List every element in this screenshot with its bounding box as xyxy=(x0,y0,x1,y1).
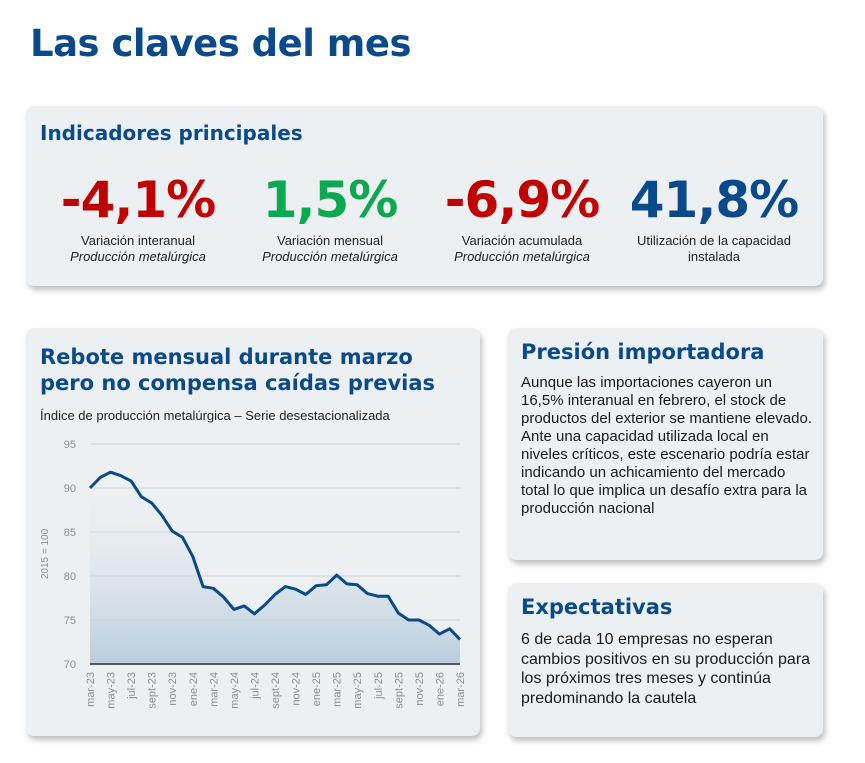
kpi-accumulated: -6,9% Variación acumulada Producción met… xyxy=(422,170,622,265)
x-tick-label: sept-23 xyxy=(147,672,159,709)
data-point xyxy=(397,611,400,614)
x-tick-label: sept-25 xyxy=(393,672,405,709)
data-point xyxy=(160,514,163,517)
data-point xyxy=(171,530,174,533)
x-tick-label: ene-26 xyxy=(434,672,446,706)
presion-title: Presión importadora xyxy=(521,340,765,364)
expectativas-body: 6 de cada 10 empresas no esperan cambios… xyxy=(521,631,811,707)
data-point xyxy=(202,585,205,588)
x-tick-label: mar-24 xyxy=(208,672,220,707)
x-tick-label: sept-24 xyxy=(270,672,282,709)
kpi-sublabel: Producción metalúrgica xyxy=(454,249,590,264)
page-title: Las claves del mes xyxy=(30,22,411,65)
data-point xyxy=(294,588,297,591)
y-tick-label: 95 xyxy=(64,439,76,451)
presion-importadora-card: Presión importadora Aunque las importaci… xyxy=(508,328,823,560)
kpi-capacity: 41,8% Utilización de la capacidad instal… xyxy=(614,170,814,265)
data-point xyxy=(222,596,225,599)
chart-title: Rebote mensual durante marzo pero no com… xyxy=(40,345,436,395)
data-point xyxy=(448,627,451,630)
data-point xyxy=(89,487,92,490)
y-tick-label: 80 xyxy=(64,571,76,583)
data-point xyxy=(212,587,215,590)
x-tick-label: mar-26 xyxy=(455,672,467,707)
kpi-interannual: -4,1% Variación interanual Producción me… xyxy=(38,170,238,265)
x-tick-label: ene-24 xyxy=(188,672,200,706)
data-point xyxy=(417,619,420,622)
expectativas-card: Expectativas 6 de cada 10 empresas no es… xyxy=(508,583,823,737)
data-point xyxy=(366,592,369,595)
area-fill xyxy=(90,472,460,664)
line-chart: 70 75 80 85 90 95 2015 = 100 mar-23 may-23 jul-23… xyxy=(40,439,467,709)
x-tick-label: may-25 xyxy=(352,672,364,709)
data-point xyxy=(130,479,133,482)
y-axis-title: 2015 = 100 xyxy=(40,528,51,579)
chart-subtitle: Índice de producción metalúrgica – Serie… xyxy=(40,408,390,423)
y-tick-label: 85 xyxy=(64,527,76,539)
data-point xyxy=(284,585,287,588)
data-point xyxy=(376,595,379,598)
data-point xyxy=(438,633,441,636)
data-point xyxy=(335,574,338,577)
data-point xyxy=(274,593,277,596)
x-tick-label: jul-24 xyxy=(249,672,261,700)
data-point xyxy=(99,476,102,479)
kpi-label: Variación interanual xyxy=(81,233,195,248)
kpi-sublabel: Producción metalúrgica xyxy=(70,249,206,264)
kpi-label: Variación acumulada xyxy=(461,233,583,248)
x-tick-label: mar-25 xyxy=(332,672,344,707)
x-tick-label: nov-25 xyxy=(414,672,426,706)
x-tick-label: may-23 xyxy=(106,672,118,709)
data-point xyxy=(315,584,318,587)
kpi-monthly: 1,5% Variación mensual Producción metalú… xyxy=(230,170,430,265)
kpi-label: Variación mensual xyxy=(277,233,383,248)
y-tick-label: 75 xyxy=(64,615,76,627)
x-tick-label: may-24 xyxy=(229,672,241,709)
data-point xyxy=(428,624,431,627)
x-tick-label: ene-25 xyxy=(311,672,323,706)
data-point xyxy=(356,583,359,586)
data-point xyxy=(253,612,256,615)
data-point xyxy=(263,604,266,607)
data-point xyxy=(119,474,122,477)
data-point xyxy=(345,582,348,585)
data-point xyxy=(232,608,235,611)
kpi-value: -4,1% xyxy=(60,171,216,229)
x-tick-label: mar-23 xyxy=(85,672,97,707)
indicators-title: Indicadores principales xyxy=(40,121,303,145)
chart-card: Rebote mensual durante marzo pero no com… xyxy=(26,328,480,736)
data-point xyxy=(387,595,390,598)
series-line xyxy=(88,470,462,641)
kpi-value: 41,8% xyxy=(629,171,799,229)
y-tick-label: 70 xyxy=(64,659,76,671)
data-point xyxy=(304,593,307,596)
data-point xyxy=(459,638,462,641)
kpi-value: -6,9% xyxy=(444,171,600,229)
x-tick-label: jul-25 xyxy=(373,672,385,700)
kpi-label: Utilización de la capacidad instalada xyxy=(637,233,791,264)
data-point xyxy=(181,536,184,539)
expectativas-title: Expectativas xyxy=(521,595,673,619)
data-point xyxy=(243,604,246,607)
kpi-value: 1,5% xyxy=(262,171,399,229)
data-point xyxy=(150,501,153,504)
y-tick-label: 90 xyxy=(64,483,76,495)
indicators-card: Indicadores principales -4,1% Variación … xyxy=(26,106,823,286)
data-point xyxy=(140,495,143,498)
x-tick-label: jul-23 xyxy=(126,672,138,700)
x-tick-label: nov-24 xyxy=(291,672,303,706)
data-point xyxy=(109,471,112,474)
kpi-sublabel: Producción metalúrgica xyxy=(262,249,398,264)
x-tick-label: nov-23 xyxy=(167,672,179,706)
data-point xyxy=(325,583,328,586)
presion-body: Aunque las importaciones cayeron un 16,5… xyxy=(521,374,813,517)
data-point xyxy=(191,555,194,558)
data-point xyxy=(407,619,410,622)
